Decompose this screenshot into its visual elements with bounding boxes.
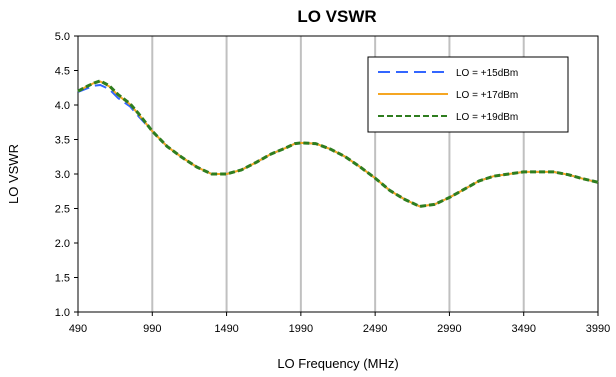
x-tick-label: 2990 [437,323,461,335]
y-tick-label: 2.5 [55,204,70,216]
legend-label: LO = +15dBm [456,68,518,79]
x-tick-label: 3990 [586,323,610,335]
x-tick-label: 490 [69,323,87,335]
y-tick-label: 2.0 [55,238,70,250]
x-axis-ticks: 490 990 1490 1990 2490 2990 3490 3990 [69,312,610,335]
series-line [77,79,599,208]
x-tick-label: 1490 [214,323,238,335]
y-tick-label: 3.0 [55,169,70,181]
legend-label: LO = +17dBm [456,90,518,101]
y-tick-label: 4.5 [55,66,70,78]
y-axis-ticks: 1.0 1.5 2.0 2.5 3.0 3.5 4.0 4.5 5.0 [55,31,78,319]
series-layer [77,79,599,208]
x-tick-label: 3490 [511,323,535,335]
y-tick-label: 4.0 [55,100,70,112]
x-tick-label: 990 [143,323,161,335]
chart-title: LO VSWR [297,7,376,26]
legend-label: LO = +19dBm [456,112,518,123]
x-tick-label: 1990 [289,323,313,335]
legend: LO = +15dBm LO = +17dBm LO = +19dBm [367,56,569,133]
x-tick-label: 2490 [363,323,387,335]
y-tick-label: 3.5 [55,135,70,147]
y-tick-label: 1.0 [55,307,70,319]
x-axis-label: LO Frequency (MHz) [277,356,398,371]
y-axis-label: LO VSWR [6,144,21,204]
y-tick-label: 1.5 [55,273,70,285]
y-tick-label: 5.0 [55,31,70,43]
